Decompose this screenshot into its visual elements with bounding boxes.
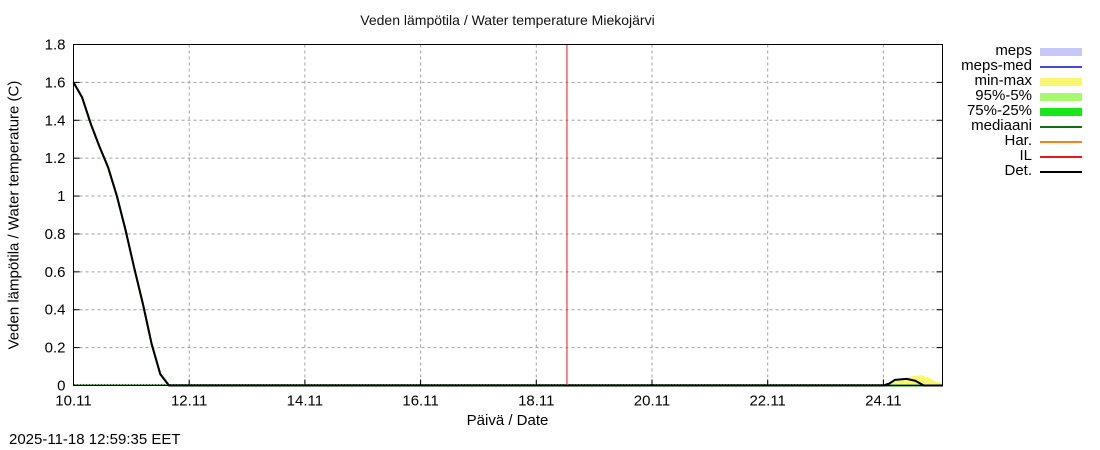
legend-item: meps-med [945,58,1095,73]
y-tick-label: 0.2 [45,340,66,357]
legend: meps meps-med min-max 95%-5% 75%-25% mediaani… [945,43,1095,178]
legend-item: meps [945,43,1095,58]
x-tick-label: 18.11 [518,393,554,410]
x-axis-label: Päivä / Date [466,412,549,429]
chart-title: Veden lämpötila / Water temperature Miek… [360,12,655,28]
x-tick-label: 12.11 [171,393,207,410]
line-series [72,81,943,387]
legend-swatch-icon [1040,155,1082,158]
legend-swatch-icon [1040,125,1082,128]
legend-item: Det. [945,163,1095,178]
legend-item: 95%-5% [945,88,1095,103]
grid-lines [73,44,943,386]
legend-label: IL [1019,147,1032,164]
legend-item: 75%-25% [945,103,1095,118]
legend-label: mediaani [971,117,1032,134]
axis-ticks: 0 0.2 0.4 0.6 0.8 1 1.2 1.4 1.6 1.8 10.11 12.11 14.1… [45,37,943,410]
x-tick-label: 14.11 [287,393,323,410]
y-tick-label: 0.8 [45,226,66,243]
x-tick-label: 20.11 [634,393,670,410]
series-Det. [72,81,943,387]
y-tick-label: 1.4 [45,112,66,129]
y-tick-label: 1.6 [45,74,66,91]
legend-swatch-icon [1040,170,1082,173]
x-tick-label: 16.11 [402,393,438,410]
legend-item: min-max [945,73,1095,88]
legend-label: meps-med [961,57,1032,74]
x-tick-label: 24.11 [865,393,901,410]
legend-item: mediaani [945,118,1095,133]
y-tick-label: 1 [57,188,65,205]
plot-border [73,44,943,386]
legend-swatch-icon [1040,140,1082,143]
legend-swatch-icon [1040,107,1082,116]
legend-swatch-icon [1040,65,1082,68]
legend-label: Har. [1004,132,1032,149]
legend-label: 95%-5% [975,87,1032,104]
legend-label: Det. [1004,162,1032,179]
y-tick-label: 0.4 [45,302,66,319]
y-tick-label: 0 [57,378,65,395]
legend-item: Har. [945,133,1095,148]
legend-label: 75%-25% [966,102,1032,119]
legend-label: min-max [974,72,1032,89]
x-tick-label: 10.11 [55,393,91,410]
generated-timestamp: 2025-11-18 12:59:35 EET [9,431,181,448]
legend-swatch-icon [1040,47,1082,56]
x-tick-label: 22.11 [749,393,785,410]
y-tick-label: 1.8 [45,37,66,54]
legend-label: meps [995,42,1032,59]
legend-item: IL [945,148,1095,163]
legend-swatch-icon [1040,92,1082,101]
y-tick-label: 0.6 [45,264,66,281]
legend-swatch-icon [1040,77,1082,86]
y-tick-label: 1.2 [45,150,66,167]
